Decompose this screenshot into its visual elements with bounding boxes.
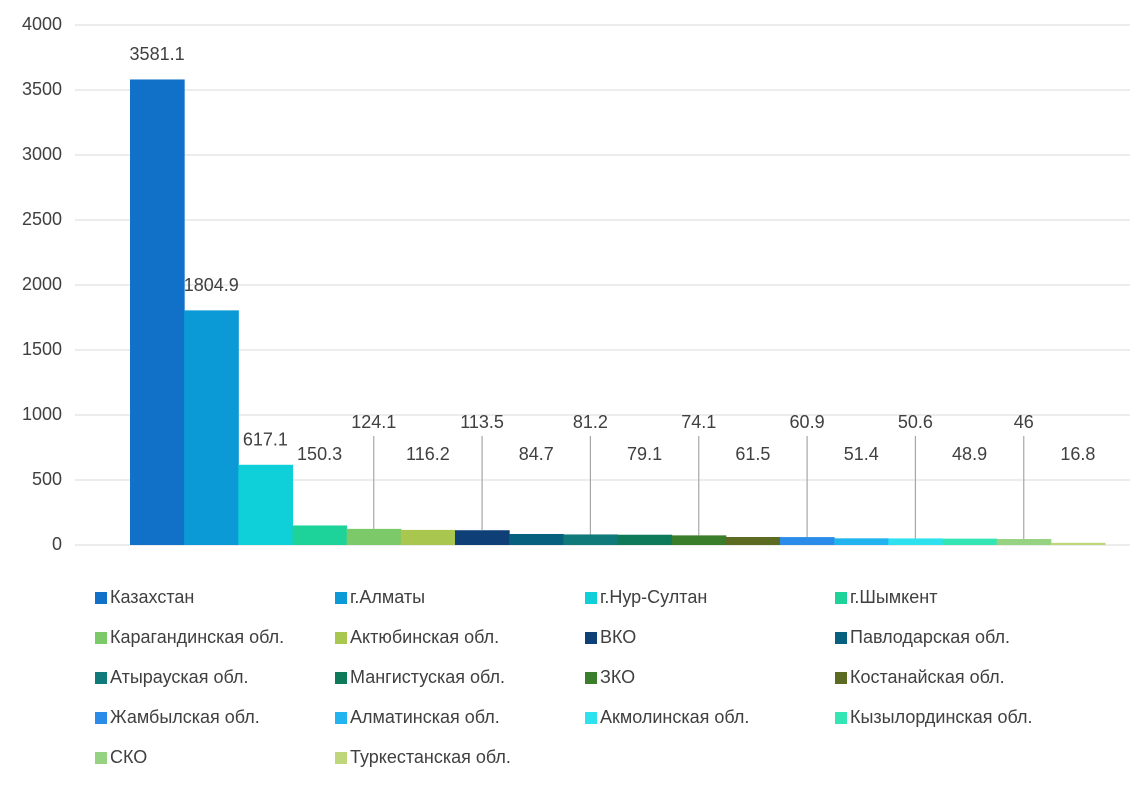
legend-label: Кызылординская обл. (850, 707, 1032, 727)
legend-label: Алматинская обл. (350, 707, 500, 727)
legend-swatch (335, 632, 347, 644)
y-tick-label: 2000 (22, 274, 62, 294)
legend-swatch (335, 752, 347, 764)
bar (400, 529, 456, 545)
legend-swatch (835, 632, 847, 644)
data-label: 124.1 (351, 412, 396, 432)
legend-swatch (835, 712, 847, 724)
bar (346, 528, 402, 545)
legend-swatch (585, 712, 597, 724)
legend-label: г.Шымкент (850, 587, 937, 607)
data-label: 79.1 (627, 444, 662, 464)
data-label: 116.2 (406, 444, 450, 464)
data-label: 46 (1014, 412, 1034, 432)
bar (671, 535, 727, 545)
bar (130, 79, 185, 545)
bar (996, 539, 1052, 545)
data-label: 60.9 (790, 412, 825, 432)
bar (563, 534, 618, 545)
bar (725, 537, 781, 545)
legend-swatch (95, 592, 107, 604)
y-tick-label: 4000 (22, 14, 62, 34)
legend-swatch (95, 632, 107, 644)
data-label: 81.2 (573, 412, 608, 432)
data-label: 16.8 (1060, 444, 1095, 464)
y-tick-label: 0 (52, 534, 62, 554)
data-label: 61.5 (735, 444, 770, 464)
legend-swatch (585, 592, 597, 604)
legend-label: Казахстан (110, 587, 194, 607)
legend-label: г.Нур-Султан (600, 587, 707, 607)
legend-label: Акмолинская обл. (600, 707, 749, 727)
y-tick-label: 3000 (22, 144, 62, 164)
data-label: 50.6 (898, 412, 933, 432)
legend-swatch (585, 632, 597, 644)
legend-swatch (335, 592, 347, 604)
legend-label: Туркестанская обл. (350, 747, 511, 767)
data-label: 1804.9 (184, 275, 239, 295)
y-tick-label: 1000 (22, 404, 62, 424)
y-tick-label: 500 (32, 469, 62, 489)
legend-swatch (95, 712, 107, 724)
data-label: 51.4 (844, 444, 879, 464)
bar (617, 534, 673, 545)
bar (888, 538, 943, 545)
bar (509, 533, 564, 545)
y-tick-label: 3500 (22, 79, 62, 99)
data-label: 74.1 (681, 412, 716, 432)
legend-swatch (835, 672, 847, 684)
data-label: 113.5 (460, 412, 504, 432)
legend-swatch (835, 592, 847, 604)
y-tick-label: 2500 (22, 209, 62, 229)
legend-swatch (95, 672, 107, 684)
legend-label: Атырауская обл. (110, 667, 248, 687)
legend-label: Жамбылская обл. (110, 707, 260, 727)
bar (942, 538, 998, 545)
data-label: 150.3 (297, 444, 342, 464)
legend-label: Павлодарская обл. (850, 627, 1010, 647)
legend-swatch (335, 712, 347, 724)
legend-label: Карагандинская обл. (110, 627, 284, 647)
bar (1050, 542, 1106, 545)
legend-swatch (585, 672, 597, 684)
legend-label: г.Алматы (350, 587, 425, 607)
bar (292, 525, 348, 545)
legend-label: ЗКО (600, 667, 635, 687)
data-label: 3581.1 (130, 44, 185, 64)
data-label: 48.9 (952, 444, 987, 464)
bar (780, 537, 835, 545)
y-tick-label: 1500 (22, 339, 62, 359)
bar (455, 530, 510, 545)
bar (184, 310, 239, 545)
legend-label: ВКО (600, 627, 636, 647)
bar (834, 538, 889, 545)
bar (238, 464, 293, 545)
legend-label: Мангистуская обл. (350, 667, 505, 687)
data-label: 84.7 (519, 444, 554, 464)
data-label: 617.1 (243, 430, 288, 450)
legend-swatch (95, 752, 107, 764)
legend-label: СКО (110, 747, 147, 767)
legend-label: Костанайская обл. (850, 667, 1005, 687)
legend-swatch (335, 672, 347, 684)
legend-label: Актюбинская обл. (350, 627, 499, 647)
